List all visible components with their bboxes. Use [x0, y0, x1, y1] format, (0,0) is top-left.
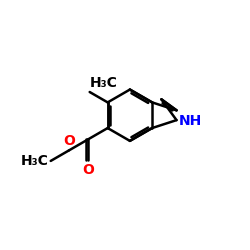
Text: O: O — [63, 134, 75, 148]
Text: H₃C: H₃C — [90, 76, 118, 90]
Text: NH: NH — [178, 114, 202, 128]
Text: H₃C: H₃C — [21, 154, 49, 168]
Text: O: O — [82, 163, 94, 177]
